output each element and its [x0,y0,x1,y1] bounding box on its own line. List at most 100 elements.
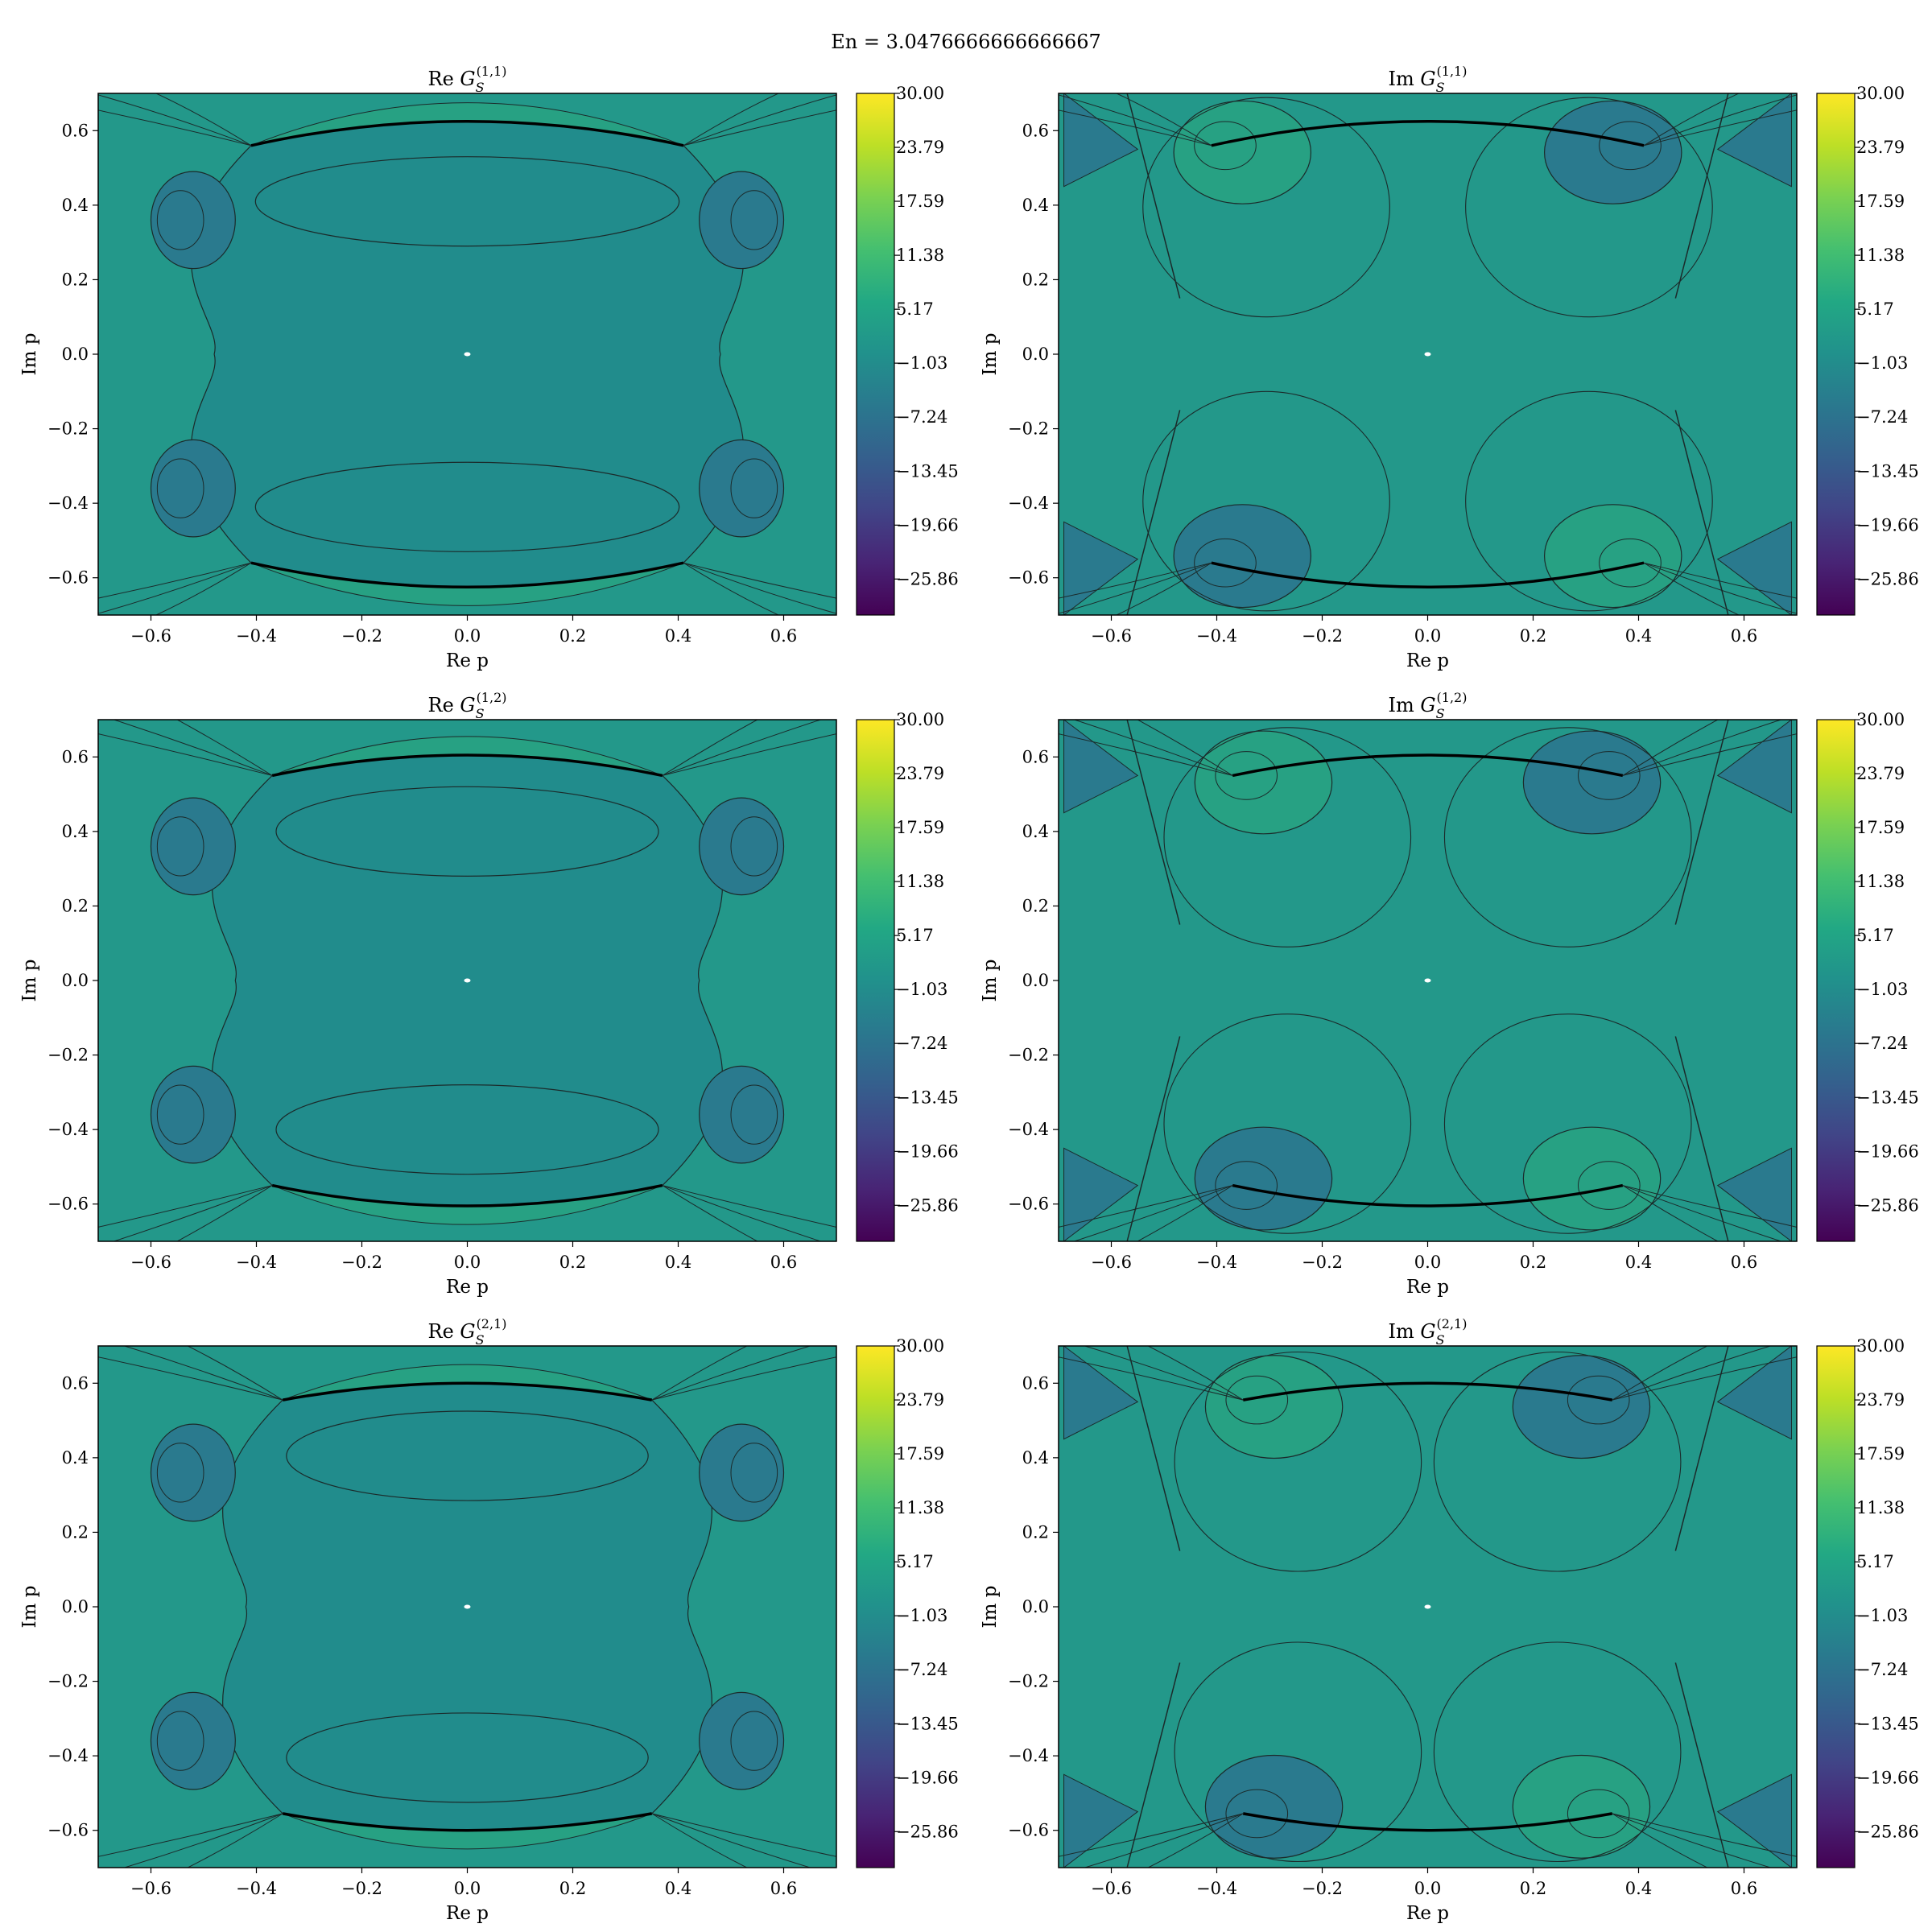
spiral-inner [1599,121,1662,171]
colorbar-tick-label: −13.45 [1856,1088,1919,1107]
panel-re-g21: −0.6 −0.4 −0.2 0.0 0.2 0.4 0.6 0.6 0.4 0.2 0.0 −0.2… [19,1316,959,1924]
y-tick-label: 0.0 [1022,345,1049,364]
title-space [1414,694,1421,716]
y-tick-label: −0.2 [1008,1672,1049,1691]
colorbar-tick-label: −7.24 [896,1660,947,1679]
colorbar-tick-label: −1.03 [1856,1606,1908,1625]
corner-wedge [1063,720,1139,814]
colorbar-tick-label: 30.00 [1856,710,1905,729]
branch-cut [1242,1381,1613,1402]
y-tick-label: −0.6 [47,1821,89,1840]
title-superscript: (1,1) [1437,64,1468,79]
panel-im-g11: −0.6 −0.4 −0.2 0.0 0.2 0.4 0.6 0.6 0.4 0.2 0.0 −0.2… [980,64,1919,671]
interior-contour [275,786,659,877]
corner-wedge [1063,1147,1139,1241]
colorbar-tick-label: −19.66 [1856,1141,1919,1161]
side-lobe-contour [156,1711,204,1771]
x-tick-label: 0.2 [1520,1253,1546,1272]
colorbar-tick-label: 5.17 [1856,1552,1894,1571]
spiral-inner [1215,751,1278,800]
diagonal-cut [1674,1346,1729,1551]
background-contour [98,1185,273,1228]
y-axis-label: Im p [19,960,40,1002]
colorbar-tick-label: −1.03 [1856,980,1908,999]
y-tick-label: −0.4 [1008,1746,1049,1765]
side-lobe-contour [156,458,204,518]
colorbar-tick-label: 23.79 [1856,764,1905,783]
background-contour [1148,1813,1244,1868]
colorbar-tick-label: −25.86 [1856,1822,1919,1841]
origin-marker [1424,352,1431,357]
title-space [1414,68,1421,90]
background-contour [662,720,821,776]
x-tick-label: 0.2 [559,626,586,646]
colorbar-tick-label: −7.24 [896,407,947,427]
y-tick-label: 0.2 [62,896,89,915]
x-tick-label: 0.4 [665,1879,691,1898]
side-lobe-contour [730,1084,778,1145]
x-axis-label: Re p [1406,1277,1449,1298]
x-tick-label: −0.2 [1302,1879,1343,1898]
x-tick-label: 0.0 [1414,1879,1441,1898]
background-contour [114,720,273,776]
spiral-inner [1599,538,1662,588]
background-contour [1137,1185,1233,1241]
title-subscript: S [476,706,485,721]
panels-group: −0.6 −0.4 −0.2 0.0 0.2 0.4 0.6 0.6 0.4 0.2 0.0 −0.2… [19,64,1919,1924]
y-axis-label: Im p [19,333,40,376]
origin-marker [464,352,471,357]
background-contour [1622,1185,1797,1228]
background-contour [124,1813,283,1868]
x-tick-label: −0.4 [236,1253,277,1272]
y-tick-label: 0.0 [62,345,89,364]
colorbar-tick-label: 17.59 [896,1444,944,1463]
colorbar-tick-label: 11.38 [896,246,944,265]
background-contour [1622,720,1718,776]
colorbar-tick-label: −19.66 [896,1768,959,1787]
background-contour [1059,1185,1233,1228]
plot-area [98,1346,836,1868]
background-contour [1137,720,1233,776]
y-tick-label: 0.6 [1022,121,1049,140]
title-superscript: (1,2) [1437,690,1468,705]
spiral-outer [1433,1641,1682,1863]
background-contour [98,109,252,147]
branch-cut [1232,753,1624,778]
background-contour [683,562,779,615]
background-contour [662,733,836,776]
side-lobe [699,1691,785,1790]
background-contour [1612,1356,1797,1401]
background-contour [651,1813,836,1857]
colorbar-tick-label: −7.24 [1856,407,1908,427]
colorbar-tick-label: −13.45 [896,461,959,481]
x-tick-label: −0.6 [1091,1253,1132,1272]
title-superscript: (1,1) [477,64,507,79]
background-contour [683,93,779,147]
colorbar-tick-label: 11.38 [896,872,944,891]
spiral-outer [1163,727,1412,947]
diagonal-cut [1674,720,1729,925]
spiral-inner [1578,751,1641,800]
x-tick-label: 0.4 [1625,1879,1652,1898]
interior-contour [254,156,680,247]
side-lobe-contour [156,816,204,877]
diagonal-cut [1126,720,1181,925]
background-contour [1084,1346,1244,1401]
colorbar-tick-label: 11.38 [1856,1498,1905,1517]
colorbar-tick-label: −1.03 [896,1606,947,1625]
colorbar-tick-label: −7.24 [1856,1034,1908,1053]
colorbar-tick-label: 11.38 [1856,872,1905,891]
spiral-lobe [1543,504,1682,609]
branch-cut [282,1381,653,1402]
corner-wedge [1716,521,1792,615]
spiral-inner [1567,1789,1630,1839]
background-contour [1612,1346,1707,1401]
colorbar-tick-label: 30.00 [1856,84,1905,103]
colorbar-tick-label: −25.86 [896,1822,959,1841]
y-tick-label: −0.4 [47,1120,89,1139]
x-tick-label: −0.6 [1091,1879,1132,1898]
background-contour [651,1346,747,1401]
colorbar-tick-label: 23.79 [1856,138,1905,157]
side-lobe-contour [730,1443,778,1503]
title-symbol: G [1420,68,1435,90]
